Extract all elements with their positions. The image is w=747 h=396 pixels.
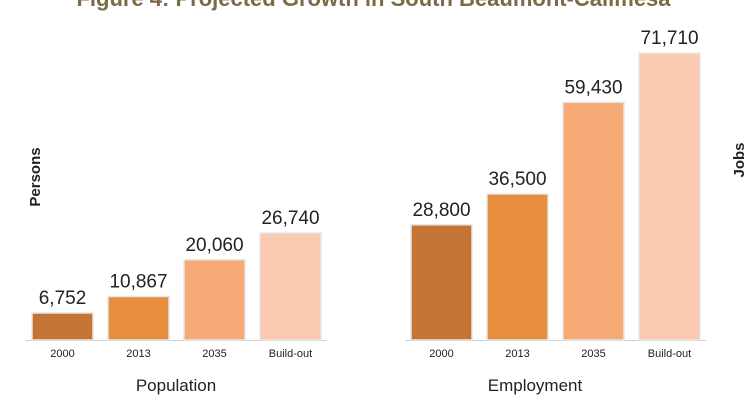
data-label: 26,740 <box>261 208 319 229</box>
data-label: 36,500 <box>488 169 546 190</box>
x-tick-label: Build-out <box>648 348 691 360</box>
x-tick-label: Build-out <box>269 348 312 360</box>
bar-0-2035 <box>183 259 246 341</box>
chart-title: Figure 4: Projected Growth in South Beau… <box>0 0 747 12</box>
x-tick-label: 2000 <box>50 348 74 360</box>
x-tick-label: 2035 <box>202 348 226 360</box>
bar-0-2013 <box>107 295 170 341</box>
data-label: 28,800 <box>412 200 470 221</box>
bar-0-build-out <box>259 232 322 341</box>
x-tick-label: 2013 <box>126 348 150 360</box>
data-label: 10,867 <box>109 272 167 293</box>
bar-1-2013 <box>486 193 549 341</box>
x-axis-label: Population <box>136 376 216 395</box>
data-label: 59,430 <box>564 77 622 98</box>
data-label: 6,752 <box>39 288 87 309</box>
data-label: 20,060 <box>185 235 243 256</box>
x-tick-label: 2000 <box>429 348 453 360</box>
data-label: 71,710 <box>640 28 698 49</box>
bar-1-2035 <box>562 101 625 341</box>
bar-1-build-out <box>638 52 701 341</box>
chart-title-region: Figure 4: Projected Growth in South Beau… <box>0 0 747 16</box>
bar-0-2000 <box>31 312 94 341</box>
x-tick-label: 2035 <box>581 348 605 360</box>
y-axis-label: Persons <box>27 147 44 206</box>
x-tick-label: 2013 <box>505 348 529 360</box>
bar-1-2000 <box>410 224 473 341</box>
x-axis-label: Employment <box>488 376 583 395</box>
y-axis-label: Jobs <box>731 142 747 177</box>
